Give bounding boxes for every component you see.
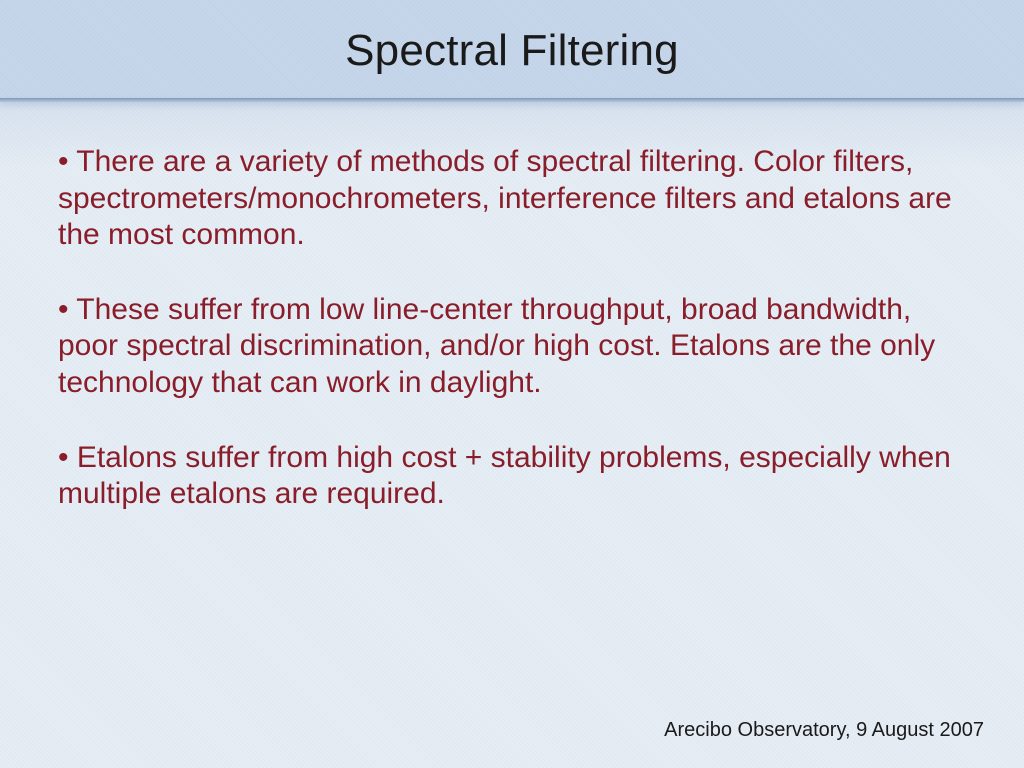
bullet-item: • There are a variety of methods of spec… — [58, 144, 970, 254]
slide-footer: Arecibo Observatory, 9 August 2007 — [664, 719, 984, 742]
slide-title: Spectral Filtering — [0, 26, 1024, 76]
slide-content: • There are a variety of methods of spec… — [58, 144, 970, 551]
title-divider — [0, 98, 1024, 102]
slide: Spectral Filtering • There are a variety… — [0, 0, 1024, 768]
bullet-item: • Etalons suffer from high cost + stabil… — [58, 440, 970, 513]
title-region: Spectral Filtering — [0, 26, 1024, 76]
bullet-item: • These suffer from low line-center thro… — [58, 292, 970, 402]
